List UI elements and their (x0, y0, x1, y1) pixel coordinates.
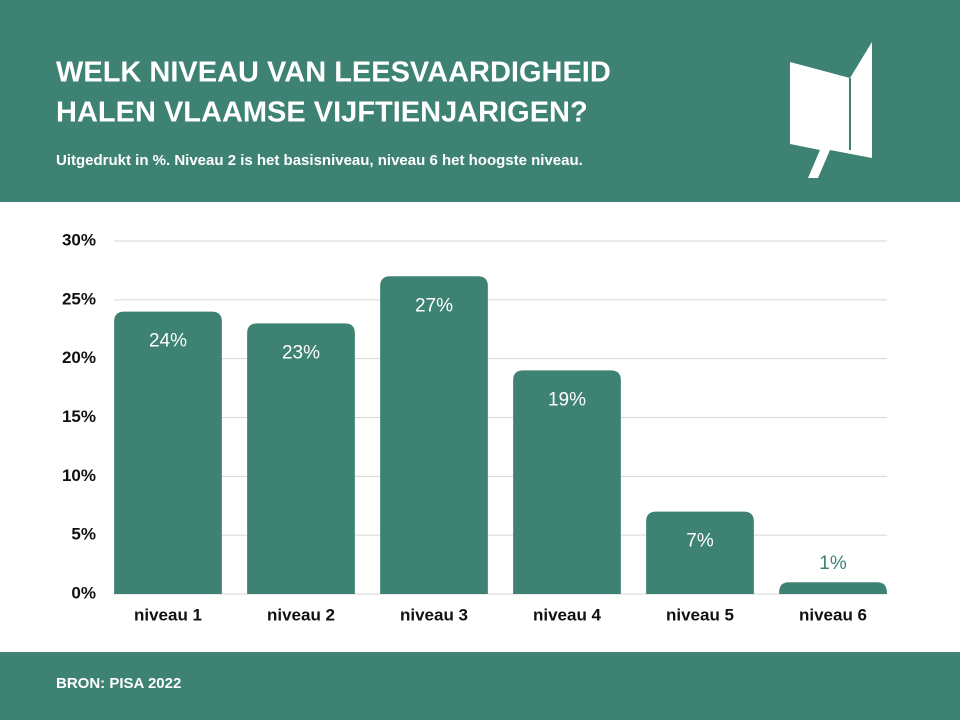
y-tick-label: 5% (71, 525, 96, 544)
y-tick-label: 0% (71, 583, 96, 602)
logo (790, 42, 872, 178)
source: BRON: PISA 2022 (56, 675, 181, 692)
x-tick-label: niveau 2 (267, 605, 335, 624)
bar (114, 311, 222, 594)
value-label: 1% (819, 553, 847, 574)
value-label: 24% (149, 331, 187, 352)
chart-title: WELK NIVEAU VAN LEESVAARDIGHEID (56, 57, 611, 89)
chart-title: HALEN VLAAMSE VIJFTIENJARIGEN? (56, 97, 588, 129)
bar (247, 323, 355, 594)
value-label: 7% (686, 531, 714, 552)
bar (513, 370, 621, 594)
y-tick-label: 15% (62, 407, 96, 426)
value-label: 23% (282, 342, 320, 363)
x-tick-label: niveau 5 (666, 605, 734, 624)
bar (779, 582, 887, 594)
y-tick-label: 25% (62, 289, 96, 308)
bar (380, 276, 488, 594)
bar (646, 511, 754, 594)
value-label: 27% (415, 295, 453, 316)
x-tick-label: niveau 1 (134, 605, 202, 624)
chart-subtitle: Uitgedrukt in %. Niveau 2 is het basisni… (56, 152, 583, 169)
x-tick-label: niveau 6 (799, 605, 867, 624)
y-tick-label: 10% (62, 466, 96, 485)
x-tick-label: niveau 3 (400, 605, 468, 624)
footer-band (0, 652, 960, 720)
y-tick-label: 30% (62, 230, 96, 249)
x-tick-label: niveau 4 (533, 605, 602, 624)
y-tick-label: 20% (62, 348, 96, 367)
value-label: 19% (548, 389, 586, 410)
